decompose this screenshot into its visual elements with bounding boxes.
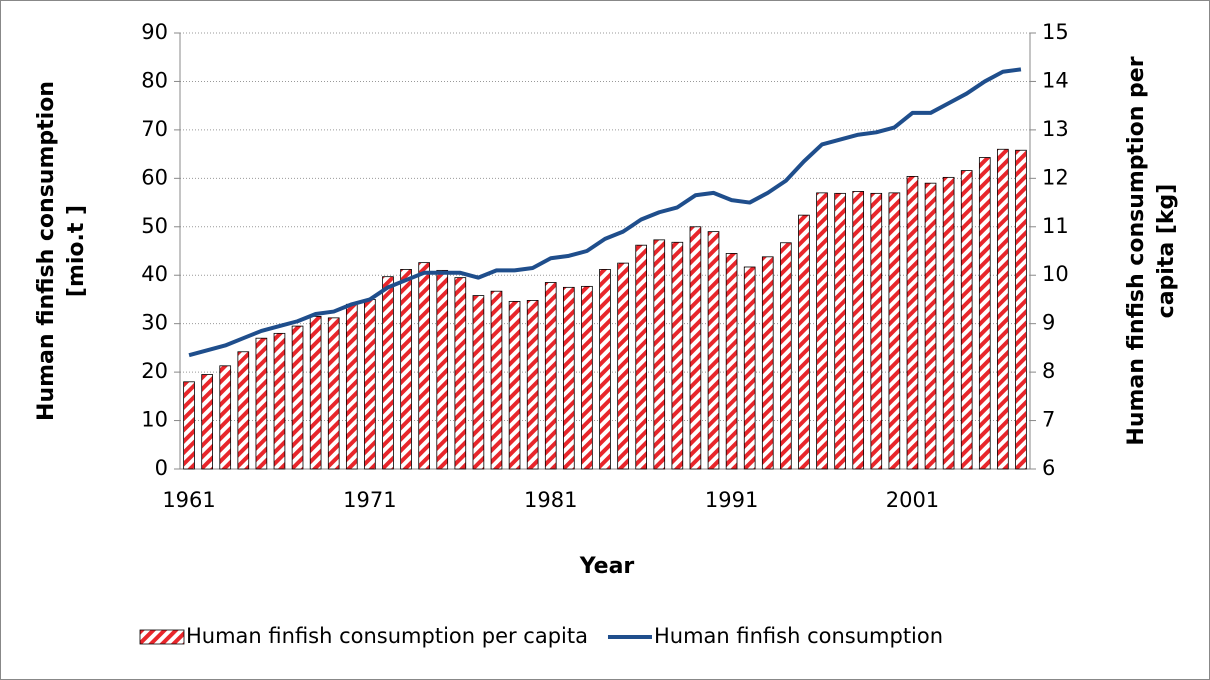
bar bbox=[454, 277, 467, 470]
bar bbox=[490, 290, 503, 470]
bar bbox=[653, 239, 666, 470]
bar bbox=[255, 337, 268, 470]
y2-tick-label: 8 bbox=[1042, 359, 1055, 383]
bar bbox=[1015, 149, 1027, 470]
y-tick-label: 50 bbox=[141, 214, 168, 238]
y2-tick-label: 6 bbox=[1042, 456, 1055, 480]
bar bbox=[707, 231, 720, 470]
bar bbox=[526, 300, 539, 470]
bar bbox=[273, 332, 286, 470]
bar bbox=[743, 266, 756, 470]
bar bbox=[942, 176, 955, 470]
bar bbox=[508, 300, 521, 470]
y2-axis-title-line: capita [kg] bbox=[1154, 184, 1179, 319]
y-axis-title: Human finfish consumption [mio.t ] bbox=[34, 81, 89, 421]
bar bbox=[617, 262, 629, 470]
bar bbox=[418, 262, 430, 470]
bar bbox=[345, 303, 358, 470]
x-tick-label: 1991 bbox=[705, 488, 758, 512]
bar bbox=[635, 244, 647, 470]
y2-tick-label: 15 bbox=[1042, 20, 1069, 44]
bar bbox=[599, 269, 611, 470]
x-tick-label: 1981 bbox=[524, 488, 577, 512]
bar bbox=[291, 325, 304, 470]
bar bbox=[888, 192, 901, 470]
bar bbox=[219, 365, 232, 470]
bar bbox=[689, 226, 702, 470]
y2-axis-title-line: Human finfish consumption per bbox=[1124, 56, 1149, 445]
y-axis-title-line: [mio.t ] bbox=[64, 205, 89, 297]
bar bbox=[671, 241, 684, 470]
bar bbox=[960, 170, 973, 470]
bar bbox=[201, 374, 213, 470]
y-tick-label: 70 bbox=[141, 117, 168, 141]
bar bbox=[798, 214, 810, 470]
y2-tick-label: 7 bbox=[1042, 408, 1055, 432]
y-tick-label: 60 bbox=[141, 165, 168, 189]
y2-tick-label: 13 bbox=[1042, 117, 1069, 141]
bar bbox=[978, 157, 991, 470]
y2-tick-label: 14 bbox=[1042, 68, 1069, 92]
bar bbox=[544, 282, 557, 470]
x-axis-title: Year bbox=[579, 554, 635, 579]
y-tick-label: 0 bbox=[155, 456, 168, 480]
bar bbox=[237, 351, 250, 470]
line bbox=[188, 67, 1022, 358]
x-tick-label: 1971 bbox=[343, 488, 396, 512]
legend-label: Human finfish consumption bbox=[654, 624, 943, 648]
y-tick-label: 40 bbox=[141, 262, 168, 286]
legend-item: Human finfish consumption per capita bbox=[139, 624, 588, 648]
bar bbox=[997, 148, 1009, 470]
y-tick-label: 90 bbox=[141, 20, 168, 44]
bar bbox=[436, 269, 449, 470]
bar bbox=[400, 269, 412, 470]
bar bbox=[816, 192, 828, 470]
bar bbox=[364, 299, 376, 470]
bar bbox=[327, 317, 340, 470]
y2-tick-label: 9 bbox=[1042, 311, 1055, 335]
bar bbox=[183, 381, 195, 470]
bar bbox=[563, 286, 575, 470]
bar bbox=[382, 276, 394, 470]
y2-axis-title: Human finfish consumption per capita [kg… bbox=[1124, 56, 1179, 445]
x-tick-label: 2001 bbox=[886, 488, 939, 512]
legend-item: Human finfish consumption bbox=[607, 624, 943, 648]
legend-label: Human finfish consumption per capita bbox=[186, 624, 588, 648]
bar bbox=[924, 182, 937, 470]
bar bbox=[834, 192, 846, 470]
y2-tick-label: 10 bbox=[1042, 262, 1069, 286]
legend-swatch bbox=[139, 629, 185, 645]
bar bbox=[309, 315, 322, 470]
bar bbox=[906, 175, 919, 470]
x-tick-label: 1961 bbox=[162, 488, 215, 512]
bar bbox=[725, 253, 738, 470]
y-tick-label: 30 bbox=[141, 311, 168, 335]
y-tick-label: 20 bbox=[141, 359, 168, 383]
bar bbox=[761, 256, 774, 470]
y2-tick-label: 12 bbox=[1042, 165, 1069, 189]
y2-tick-label: 11 bbox=[1042, 214, 1069, 238]
y-tick-label: 80 bbox=[141, 68, 168, 92]
y-tick-label: 10 bbox=[141, 408, 168, 432]
bar bbox=[870, 192, 883, 470]
bar bbox=[852, 191, 865, 470]
y-axis-title-line: Human finfish consumption bbox=[34, 81, 59, 421]
bar bbox=[581, 285, 593, 470]
bar bbox=[472, 295, 485, 470]
bar bbox=[780, 242, 792, 470]
